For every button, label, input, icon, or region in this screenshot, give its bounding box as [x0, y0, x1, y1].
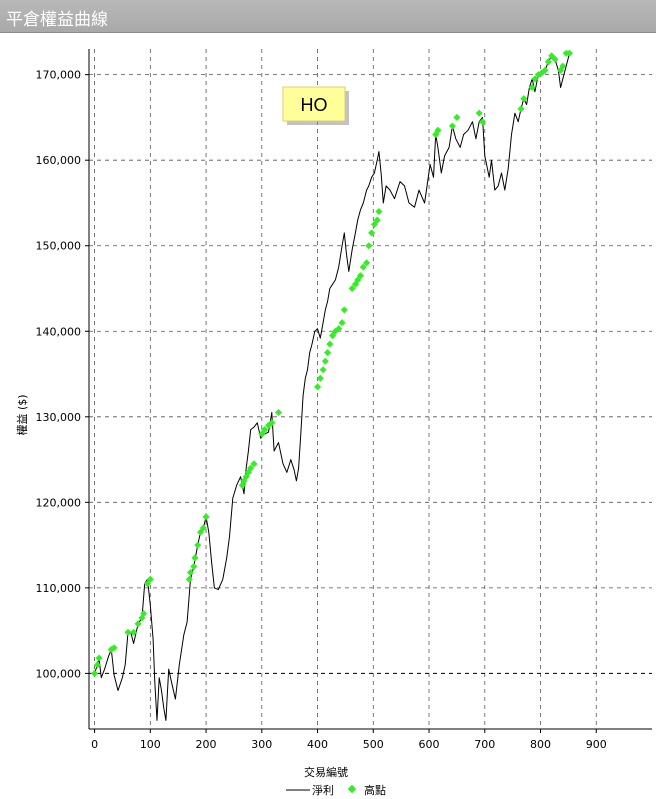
equity-curve-chart: 100,000 110,000 120,000 130,000 140,000 150,0…: [15, 49, 652, 797]
grid-lines: [89, 49, 652, 729]
high-point-marker: [199, 524, 207, 532]
x-tick-label: 700: [474, 738, 495, 751]
x-tick-label: 900: [586, 738, 607, 751]
high-point-marker: [340, 306, 348, 314]
legend-label-high-points: 高點: [364, 783, 386, 797]
x-tick-label: 500: [363, 738, 384, 751]
y-tick-label: 120,000: [36, 496, 82, 509]
high-point-marker: [551, 55, 559, 63]
high-point-marker: [194, 541, 202, 549]
high-point-marker: [335, 325, 343, 333]
y-axis-ticks: 100,000 110,000 120,000 130,000 140,000 150,0…: [36, 69, 89, 680]
net-profit-line: [94, 53, 570, 721]
y-tick-label: 110,000: [36, 582, 82, 595]
high-point-marker: [528, 83, 536, 92]
high-point-marker: [247, 464, 255, 472]
high-point-marker: [134, 620, 142, 628]
x-axis-ticks: 0 100 200 300 400 500 600 700 800 900: [91, 729, 607, 751]
symbol-label: HO: [301, 95, 328, 115]
high-point-marker: [544, 58, 552, 66]
high-point-marker: [124, 628, 132, 636]
high-point-marker: [146, 575, 154, 583]
high-point-marker: [110, 644, 118, 652]
high-points-series: [91, 49, 574, 677]
x-tick-label: 400: [307, 738, 328, 751]
legend: 淨利 高點: [286, 783, 386, 797]
high-point-marker: [479, 118, 487, 126]
high-point-marker: [559, 62, 567, 70]
high-point-marker: [520, 95, 528, 103]
x-tick-label: 200: [196, 738, 217, 751]
high-point-marker: [375, 207, 383, 216]
high-point-marker: [190, 562, 198, 571]
high-point-marker: [274, 408, 283, 417]
y-tick-label: 140,000: [36, 325, 82, 338]
y-tick-label: 170,000: [36, 69, 82, 82]
x-tick-label: 600: [419, 738, 440, 751]
high-point-marker: [373, 216, 381, 224]
high-point-marker: [368, 229, 376, 237]
high-point-marker: [202, 513, 210, 521]
high-point-marker: [326, 340, 334, 348]
high-point-marker: [316, 374, 324, 382]
high-point-marker: [261, 426, 269, 434]
high-point-marker: [319, 366, 327, 374]
high-point-marker: [324, 349, 332, 357]
x-axis-label: 交易編號: [304, 765, 348, 779]
y-tick-label: 100,000: [36, 667, 82, 680]
high-point-marker: [565, 49, 574, 57]
legend-diamond-icon: [347, 784, 357, 794]
net-profit-series: [94, 53, 570, 721]
window-title-bar: 平倉權益曲線: [0, 0, 656, 33]
high-point-marker: [365, 242, 373, 250]
high-point-marker: [338, 319, 346, 327]
y-tick-label: 130,000: [36, 411, 82, 424]
high-point-marker: [93, 661, 101, 669]
y-tick-label: 150,000: [36, 240, 82, 253]
high-point-marker: [363, 259, 371, 267]
high-point-marker: [348, 284, 356, 293]
chart-axes: [88, 49, 652, 730]
high-point-marker: [95, 654, 103, 662]
high-point-marker: [191, 554, 199, 562]
high-point-marker: [356, 272, 365, 280]
high-point-marker: [541, 66, 549, 74]
x-tick-label: 0: [91, 738, 98, 751]
high-point-marker: [434, 126, 442, 134]
high-point-marker: [185, 575, 193, 583]
high-point-marker: [359, 263, 367, 271]
x-tick-label: 300: [251, 738, 272, 751]
high-point-marker: [321, 357, 329, 365]
high-point-marker: [448, 122, 456, 130]
high-point-marker: [250, 460, 258, 468]
high-point-marker: [453, 113, 461, 121]
high-point-marker: [517, 105, 525, 113]
high-point-marker: [140, 609, 148, 618]
high-point-marker: [186, 568, 194, 577]
high-point-marker: [475, 109, 483, 117]
y-axis-label: 權益 ($): [15, 394, 29, 435]
high-point-marker: [314, 383, 322, 391]
high-point-marker: [531, 75, 539, 83]
high-point-marker: [130, 628, 138, 636]
window-title: 平倉權益曲線: [6, 10, 108, 30]
legend-label-net-profit: 淨利: [312, 784, 334, 797]
y-tick-label: 160,000: [36, 154, 82, 167]
x-tick-label: 800: [530, 738, 551, 751]
symbol-label-box: HO: [282, 86, 349, 125]
x-tick-label: 100: [140, 738, 161, 751]
high-point-marker: [91, 669, 99, 677]
high-point-marker: [268, 419, 276, 427]
